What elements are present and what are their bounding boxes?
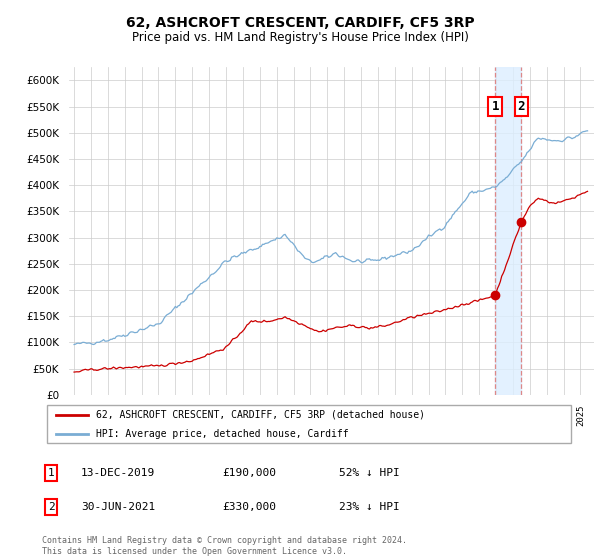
Text: 1: 1: [47, 468, 55, 478]
Text: 1: 1: [491, 100, 499, 113]
Text: 62, ASHCROFT CRESCENT, CARDIFF, CF5 3RP (detached house): 62, ASHCROFT CRESCENT, CARDIFF, CF5 3RP …: [96, 409, 425, 419]
Text: 2: 2: [518, 100, 525, 113]
Text: HPI: Average price, detached house, Cardiff: HPI: Average price, detached house, Card…: [96, 429, 349, 439]
Text: £190,000: £190,000: [222, 468, 276, 478]
Text: £330,000: £330,000: [222, 502, 276, 512]
Text: Contains HM Land Registry data © Crown copyright and database right 2024.
This d: Contains HM Land Registry data © Crown c…: [42, 536, 407, 556]
Text: Price paid vs. HM Land Registry's House Price Index (HPI): Price paid vs. HM Land Registry's House …: [131, 31, 469, 44]
Text: 2: 2: [47, 502, 55, 512]
Text: 52% ↓ HPI: 52% ↓ HPI: [339, 468, 400, 478]
Text: 13-DEC-2019: 13-DEC-2019: [81, 468, 155, 478]
Bar: [495, 67, 521, 395]
Text: 30-JUN-2021: 30-JUN-2021: [81, 502, 155, 512]
Text: 62, ASHCROFT CRESCENT, CARDIFF, CF5 3RP: 62, ASHCROFT CRESCENT, CARDIFF, CF5 3RP: [125, 16, 475, 30]
Text: 23% ↓ HPI: 23% ↓ HPI: [339, 502, 400, 512]
FancyBboxPatch shape: [47, 405, 571, 443]
